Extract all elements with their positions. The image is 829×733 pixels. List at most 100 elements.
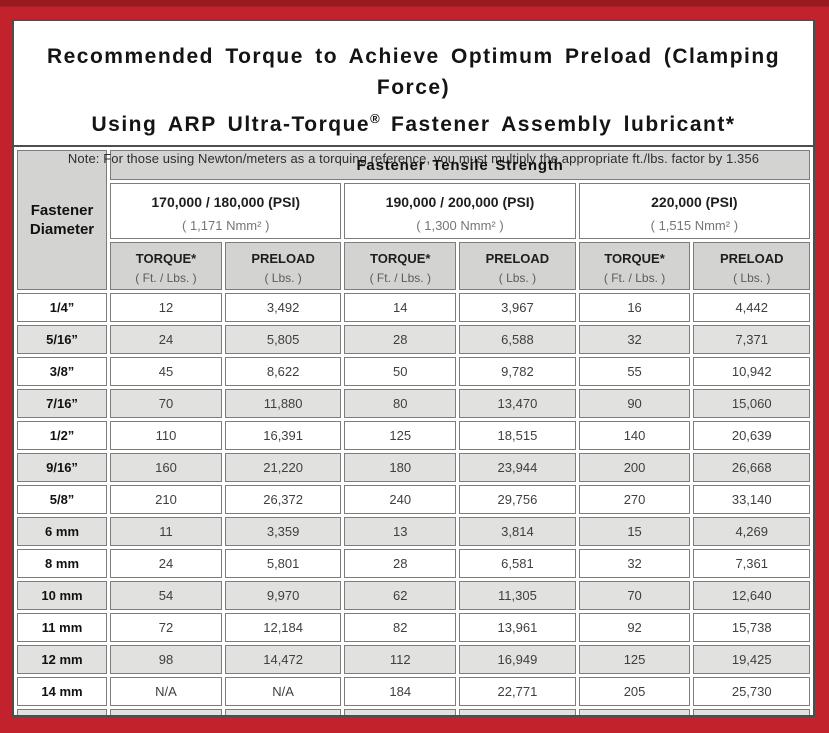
diameter-cell: 8 mm xyxy=(17,549,108,578)
table-row: 10 mm 54 9,970 62 11,305 70 12,640 xyxy=(17,581,810,610)
value-cell: 4,442 xyxy=(693,293,810,322)
psi-group-header-170-180: 170,000 / 180,000 (PSI) ( 1,171 Nmm² ) xyxy=(110,183,342,239)
value-cell: 29,756 xyxy=(459,485,576,514)
table-row: 1/4” 12 3,492 14 3,967 16 4,442 xyxy=(17,293,810,322)
diameter-cell: 3/8” xyxy=(17,357,108,386)
column-header-row: TORQUE* ( Ft. / Lbs. ) PRELOAD ( Lbs. ) … xyxy=(17,242,810,290)
value-cell: N/A xyxy=(224,677,342,706)
value-cell: 240 xyxy=(344,485,457,514)
value-cell: 19,425 xyxy=(693,645,810,674)
value-cell: 55 xyxy=(578,357,691,386)
fastener-diameter-header: Fastener Diameter xyxy=(17,150,108,290)
value-cell: 180 xyxy=(344,453,457,482)
value-cell: 205 xyxy=(578,677,691,706)
value-cell: 82 xyxy=(344,613,457,642)
psi-rating-label: 190,000 / 200,000 (PSI) xyxy=(385,193,535,210)
value-cell: 33,140 xyxy=(693,485,810,514)
value-cell: 10,942 xyxy=(693,357,810,386)
column-unit: ( Ft. / Lbs. ) xyxy=(603,270,666,285)
column-label: TORQUE* xyxy=(604,250,665,266)
value-cell: N/A xyxy=(224,709,342,715)
value-cell: 16,391 xyxy=(224,421,342,450)
value-cell: 3,492 xyxy=(224,293,342,322)
psi-group-header-190-200: 190,000 / 200,000 (PSI) ( 1,300 Nmm² ) xyxy=(344,183,576,239)
value-cell: 3,359 xyxy=(224,517,342,546)
value-cell: 26,372 xyxy=(224,485,342,514)
diameter-cell: 16 mm xyxy=(17,709,108,715)
diameter-cell: 5/16” xyxy=(17,325,108,354)
value-cell: 3,814 xyxy=(459,517,576,546)
value-cell: 13,470 xyxy=(459,389,576,418)
value-cell: 125 xyxy=(578,645,691,674)
value-cell: 12,640 xyxy=(693,581,810,610)
torque-column-header: TORQUE* ( Ft. / Lbs. ) xyxy=(578,242,691,290)
value-cell: 90 xyxy=(578,389,691,418)
value-cell: 62 xyxy=(344,581,457,610)
value-cell: 11,880 xyxy=(224,389,342,418)
value-cell: 70 xyxy=(578,581,691,610)
value-cell: 26,668 xyxy=(693,453,810,482)
value-cell: 200 xyxy=(578,453,691,482)
psi-rating-label: 170,000 / 180,000 (PSI) xyxy=(151,193,301,210)
diameter-cell: 14 mm xyxy=(17,677,108,706)
diameter-cell: 1/4” xyxy=(17,293,108,322)
value-cell: 7,371 xyxy=(693,325,810,354)
torque-spec-table: Fastener Diameter Fastener Tensile Stren… xyxy=(14,145,813,715)
column-label: TORQUE* xyxy=(135,250,197,266)
psi-rating-label: 220,000 (PSI) xyxy=(651,193,738,210)
table-row: 12 mm 98 14,472 112 16,949 125 19,425 xyxy=(17,645,810,674)
value-cell: 18,515 xyxy=(459,421,576,450)
column-label: PRELOAD xyxy=(485,250,550,266)
value-cell: 184 xyxy=(344,677,457,706)
value-cell: 125 xyxy=(344,421,457,450)
diameter-cell: 11 mm xyxy=(17,613,108,642)
tensile-strength-header: Fastener Tensile Strength xyxy=(110,150,810,180)
column-label: PRELOAD xyxy=(719,250,784,266)
value-cell: N/A xyxy=(110,709,222,715)
value-cell: 16 xyxy=(578,293,691,322)
value-cell: 32 xyxy=(578,549,691,578)
value-cell: 6,581 xyxy=(459,549,576,578)
value-cell: 9,970 xyxy=(224,581,342,610)
table-row: 11 mm 72 12,184 82 13,961 92 15,738 xyxy=(17,613,810,642)
table-body: 1/4” 12 3,492 14 3,967 16 4,442 5/16” 24 5,805 28 6… xyxy=(17,293,810,715)
preload-column-header: PRELOAD ( Lbs. ) xyxy=(459,242,576,290)
table-row: 7/16” 70 11,880 80 13,470 90 15,060 xyxy=(17,389,810,418)
value-cell: 80 xyxy=(344,389,457,418)
nmm-rating-label: ( 1,171 Nmm² ) xyxy=(182,217,270,233)
nmm-rating-label: ( 1,515 Nmm² ) xyxy=(650,217,739,233)
title-line-1: Recommended Torque to Achieve Optimum Pr… xyxy=(46,45,781,99)
value-cell: 11 xyxy=(110,517,222,546)
value-cell: 25,730 xyxy=(693,677,810,706)
value-cell: 11,305 xyxy=(459,581,576,610)
column-unit: ( Lbs. ) xyxy=(733,270,771,285)
value-cell: 28 xyxy=(344,549,457,578)
value-cell: 12 xyxy=(110,293,222,322)
value-cell: 3,967 xyxy=(459,293,576,322)
value-cell: 24 xyxy=(110,549,222,578)
table-row: 1/2” 110 16,391 125 18,515 140 20,639 xyxy=(17,421,810,450)
value-cell: 72 xyxy=(110,613,222,642)
diameter-cell: 7/16” xyxy=(17,389,108,418)
value-cell: 272 xyxy=(578,709,691,715)
value-cell: 160 xyxy=(110,453,222,482)
value-cell: 4,269 xyxy=(693,517,810,546)
value-cell: 20,639 xyxy=(693,421,810,450)
table-row: 8 mm 24 5,801 28 6,581 32 7,361 xyxy=(17,549,810,578)
value-cell: 45 xyxy=(110,357,222,386)
value-cell: 23,944 xyxy=(459,453,576,482)
value-cell: 70 xyxy=(110,389,222,418)
column-unit: ( Lbs. ) xyxy=(498,270,537,285)
table-row: 5/16” 24 5,805 28 6,588 32 7,371 xyxy=(17,325,810,354)
diameter-cell: 1/2” xyxy=(17,421,108,450)
value-cell: 5,801 xyxy=(224,549,342,578)
value-cell: 54 xyxy=(110,581,222,610)
value-cell: 21,220 xyxy=(224,453,342,482)
page-title: Recommended Torque to Achieve Optimum Pr… xyxy=(14,21,813,166)
registered-trademark-symbol: ® xyxy=(370,111,380,126)
value-cell: 33,519 xyxy=(693,709,810,715)
value-cell: 29,664 xyxy=(459,709,576,715)
diameter-cell: 9/16” xyxy=(17,453,108,482)
table-row: 14 mm N/A N/A 184 22,771 205 25,730 xyxy=(17,677,810,706)
